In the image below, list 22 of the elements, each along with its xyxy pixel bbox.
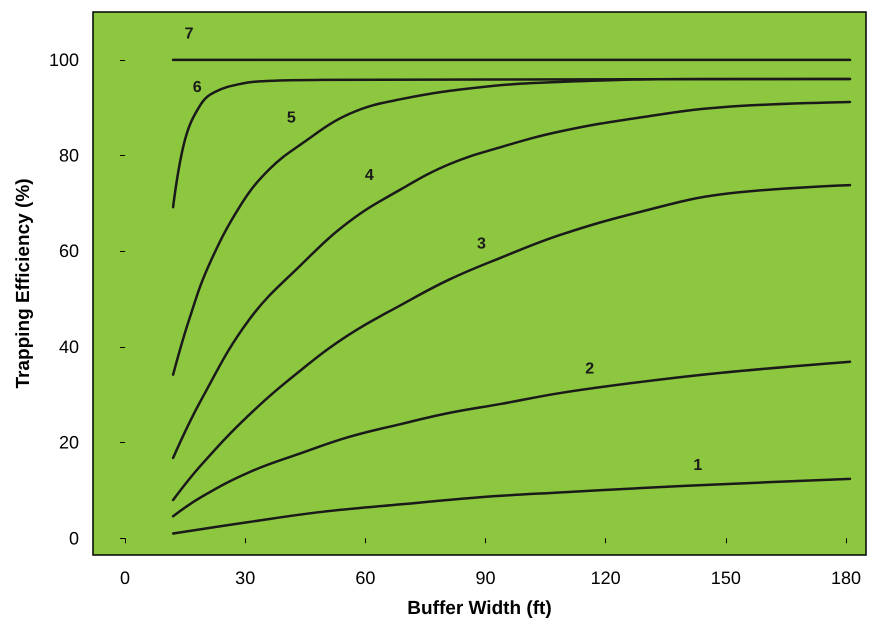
y-tick-label: 20 [58, 432, 79, 453]
series-label: 2 [585, 360, 594, 378]
y-tick-label: 60 [58, 241, 79, 262]
x-tick-label: 60 [355, 568, 376, 588]
series-label: 6 [192, 79, 202, 96]
series-label: 7 [184, 25, 194, 42]
series-label: 3 [477, 235, 486, 252]
x-tick-label: 0 [120, 568, 130, 588]
y-axis-title: Trapping Efficiency (%) [13, 178, 34, 389]
x-axis-title: Buffer Width (ft) [407, 598, 552, 619]
x-tick-label: 180 [830, 568, 861, 588]
y-tick-label: 100 [48, 50, 79, 70]
x-tick-label: 150 [710, 568, 741, 588]
y-tick-label: 40 [58, 336, 79, 357]
x-tick-label: 30 [235, 568, 256, 588]
series-label: 1 [693, 456, 702, 474]
x-tick-label: 90 [475, 568, 496, 588]
x-tick-label: 120 [590, 568, 621, 588]
series-label: 4 [364, 167, 374, 184]
y-tick-label: 80 [58, 146, 79, 166]
series-label: 5 [286, 110, 296, 127]
y-tick-label: 0 [68, 528, 79, 548]
